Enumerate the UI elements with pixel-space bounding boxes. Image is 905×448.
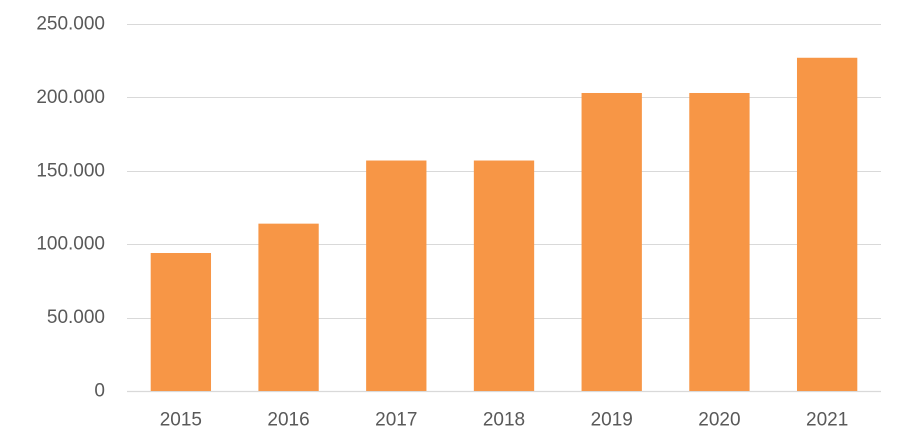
x-tick-label: 2018	[483, 410, 525, 431]
bar-2020	[689, 92, 750, 391]
bars	[150, 57, 858, 391]
y-axis-tick-labels: 0 50.000 100.000 150.000 200.000 250.000	[36, 14, 105, 402]
y-tick-label: 50.000	[47, 307, 105, 328]
y-tick-label: 0	[94, 381, 105, 402]
bar-2018	[473, 160, 535, 391]
x-tick-label: 2016	[267, 410, 309, 431]
x-tick-label: 2020	[698, 410, 740, 431]
y-tick-label: 100.000	[36, 234, 105, 255]
y-tick-label: 200.000	[36, 87, 105, 108]
bar-2017	[366, 160, 427, 391]
y-tick-label: 150.000	[36, 160, 105, 181]
x-tick-label: 2017	[375, 410, 417, 431]
bar-2016	[258, 223, 319, 391]
bar-2021	[796, 57, 858, 391]
bar-2015	[150, 253, 212, 391]
x-axis-tick-labels: 2015 2016 2017 2018 2019 2020 2021	[160, 410, 849, 431]
bar-2019	[581, 92, 642, 391]
x-tick-label: 2015	[160, 410, 202, 431]
x-tick-label: 2021	[806, 410, 848, 431]
x-tick-label: 2019	[591, 410, 633, 431]
y-tick-label: 250.000	[36, 14, 105, 35]
